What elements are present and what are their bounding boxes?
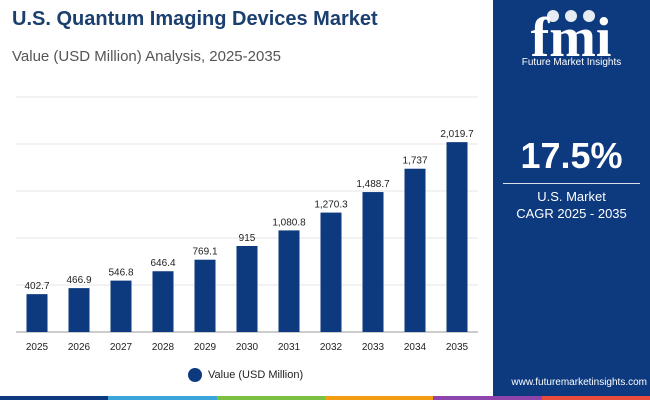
stripe-segment xyxy=(108,396,217,400)
bar-2033 xyxy=(362,192,384,332)
x-tick-2030: 2030 xyxy=(236,342,259,353)
x-tick-2029: 2029 xyxy=(194,342,217,353)
data-label-2034: 1,737 xyxy=(402,156,427,167)
data-label-2032: 1,270.3 xyxy=(314,200,348,211)
chart-subtitle: Value (USD Million) Analysis, 2025-2035 xyxy=(12,48,282,65)
cagr-divider xyxy=(503,183,640,184)
brand-name: Future Market Insights xyxy=(521,57,622,68)
chart-panel: U.S. Quantum Imaging Devices Market Valu… xyxy=(12,8,478,382)
chart-title: U.S. Quantum Imaging Devices Market xyxy=(12,8,378,30)
stripe-segment xyxy=(216,396,325,400)
x-tick-2031: 2031 xyxy=(278,342,301,353)
bar-2029 xyxy=(194,259,216,332)
x-tick-2033: 2033 xyxy=(362,342,385,353)
fmi-logo: fmi xyxy=(531,8,612,68)
bar-2034 xyxy=(404,168,426,332)
bars xyxy=(26,142,468,332)
data-label-2035: 2,019.7 xyxy=(440,129,474,140)
data-labels: 402.7 466.9 546.8 646.4 769.1 915 1,080.8 1,270… xyxy=(24,129,474,292)
data-label-2028: 646.4 xyxy=(150,258,175,269)
x-axis-ticks: 2025 2026 2027 2028 2029 2030 2031 2032 2033 2034… xyxy=(26,342,469,353)
info-sidebar: fmi Future Market Insights 17.5% U.S. Ma… xyxy=(493,0,650,400)
x-tick-2032: 2032 xyxy=(320,342,343,353)
data-label-2027: 546.8 xyxy=(108,268,133,279)
x-tick-2028: 2028 xyxy=(152,342,175,353)
stripe-segment xyxy=(324,396,434,400)
chart-legend: Value (USD Million) xyxy=(188,368,303,382)
data-label-2031: 1,080.8 xyxy=(272,217,306,228)
cagr-label-period: CAGR 2025 - 2035 xyxy=(516,206,627,221)
bar-2025 xyxy=(26,294,48,332)
x-tick-2035: 2035 xyxy=(446,342,469,353)
data-label-2030: 915 xyxy=(239,233,256,244)
bar-2032 xyxy=(320,212,342,332)
cagr-label-market: U.S. Market xyxy=(537,189,606,204)
data-label-2033: 1,488.7 xyxy=(356,179,390,190)
legend-swatch xyxy=(188,368,202,382)
bar-2031 xyxy=(278,230,300,332)
cagr-label: U.S. Market CAGR 2025 - 2035 xyxy=(493,188,650,222)
logo-dot-icon xyxy=(565,10,577,22)
stripe-segment xyxy=(0,396,109,400)
cagr-value: 17.5% xyxy=(520,135,623,176)
data-label-2026: 466.9 xyxy=(66,275,91,286)
logo-dot-icon xyxy=(583,10,595,22)
bar-chart: 402.7 466.9 546.8 646.4 769.1 915 1,080.8 1,270… xyxy=(16,96,478,353)
bottom-color-stripe xyxy=(0,396,650,400)
x-tick-2034: 2034 xyxy=(404,342,427,353)
logo-dot-icon xyxy=(547,10,559,22)
stripe-segment xyxy=(541,396,650,400)
bar-2035 xyxy=(446,142,468,332)
bar-2026 xyxy=(68,288,90,332)
stripe-segment xyxy=(433,396,542,400)
website-link[interactable]: www.futuremarketinsights.com xyxy=(511,377,647,388)
legend-label: Value (USD Million) xyxy=(208,369,304,381)
data-label-2025: 402.7 xyxy=(24,281,49,292)
bar-2030 xyxy=(236,245,258,332)
x-tick-2026: 2026 xyxy=(68,342,91,353)
x-tick-2025: 2025 xyxy=(26,342,49,353)
bar-2028 xyxy=(152,271,174,332)
x-tick-2027: 2027 xyxy=(110,342,133,353)
bar-2027 xyxy=(110,280,132,332)
data-label-2029: 769.1 xyxy=(192,247,217,258)
